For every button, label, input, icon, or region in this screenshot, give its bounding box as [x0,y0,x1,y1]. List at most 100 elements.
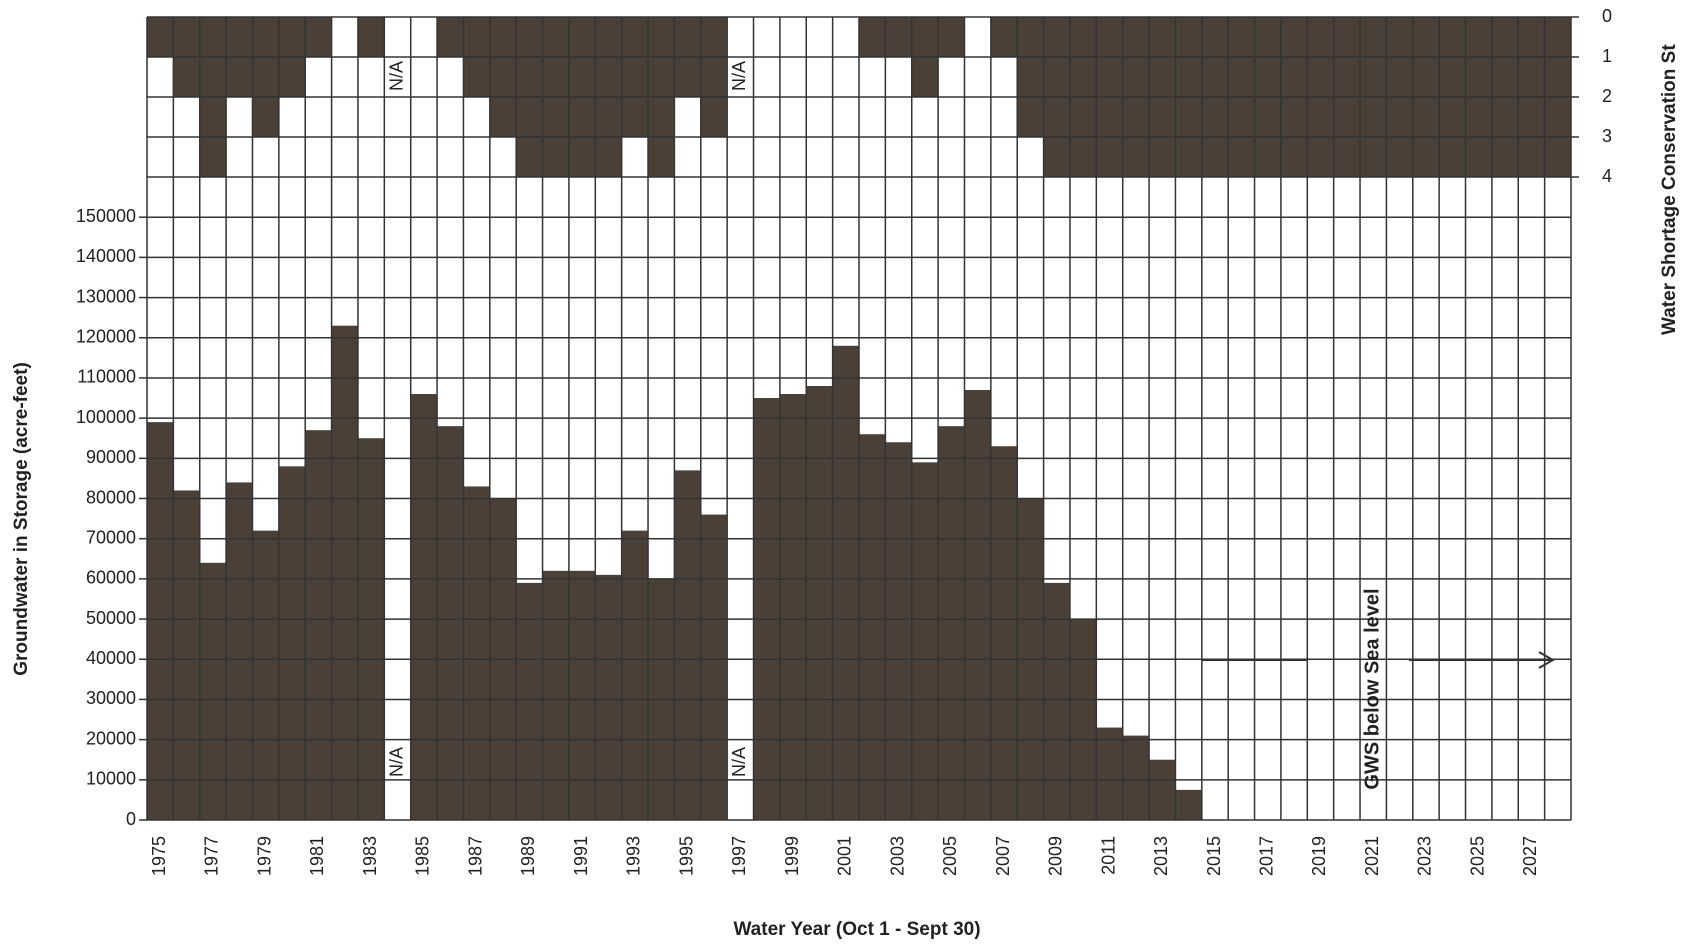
x-tick-label: 2007 [993,836,1013,876]
x-tick-label: 2011 [1098,836,1118,875]
x-tick-label: 2009 [1046,836,1066,876]
x-tick-label: 2017 [1256,836,1276,876]
y-tick-label: 70000 [86,527,136,547]
arrow-head [1538,651,1556,669]
bar [410,394,438,820]
x-tick-label: 1993 [624,836,644,876]
annotation: N/A [386,61,406,91]
y-tick-label: 90000 [86,447,136,467]
y-tick-label: 50000 [86,608,136,628]
bar [252,530,279,820]
bar [885,442,912,820]
y2-tick-label: 2 [1602,86,1612,106]
y-axis-title: Groundwater in Storage (acre-feet) [11,362,32,676]
bar [621,530,649,820]
y-tick-label: 10000 [86,769,136,789]
x-tick-label: 1981 [307,836,327,876]
stage-bar [621,17,649,137]
x-tick-label: 1985 [413,836,433,876]
stage-bar [147,17,174,57]
bar [806,385,833,820]
y-tick-label: 40000 [86,648,136,668]
x-tick-label: 2019 [1309,836,1329,876]
x-axis-title: Water Year (Oct 1 - Sept 30) [733,919,980,940]
x-tick-label: 1991 [571,836,591,876]
x-tick-label: 2015 [1204,836,1224,876]
bar [278,466,306,820]
y-tick-label: 120000 [76,327,136,347]
bar [990,446,1018,820]
x-tick-label: 1983 [360,836,380,876]
x-tick-label: 2003 [887,836,907,876]
bar [542,570,569,820]
bar [1096,727,1123,820]
stage-bar [437,17,464,57]
bar [568,570,596,820]
x-tick-label: 2013 [1151,836,1171,876]
y2-tick-label: 1 [1602,46,1612,66]
y2-tick-label: 3 [1602,126,1612,146]
x-tick-label: 2023 [1415,836,1435,876]
x-tick-label: 1987 [465,836,485,876]
bar [938,426,965,820]
y-tick-label: 0 [126,809,136,829]
y-tick-label: 20000 [86,728,136,748]
x-tick-label: 1999 [782,836,802,876]
y2-tick-label: 4 [1602,166,1612,186]
stage-bar [489,17,517,137]
x-tick-label: 1979 [254,836,274,876]
stage-bar [990,17,1018,57]
stage-bar [357,17,385,57]
bar [437,426,464,820]
x-tick-label: 1997 [729,836,749,876]
bar [1069,619,1097,820]
y-tick-label: 60000 [86,568,136,588]
stage-bar [859,17,886,57]
bar [199,562,227,820]
x-tick-label: 1995 [676,836,696,876]
x-tick-label: 1975 [149,836,169,876]
stage-bar [1017,17,1044,137]
annotation: N/A [729,747,749,777]
bar [964,389,991,820]
y-tick-label: 30000 [86,688,136,708]
x-tick-label: 2025 [1467,836,1487,876]
stage-bar [885,17,912,57]
stage-bar [938,17,965,57]
x-tick-label: 2021 [1362,836,1382,876]
y-tick-label: 140000 [76,246,136,266]
bar [1149,759,1176,820]
bar [305,430,332,820]
y-tick-label: 130000 [76,286,136,306]
x-tick-label: 2027 [1520,836,1540,876]
bar [357,438,385,820]
bar [911,462,939,820]
bar [147,422,174,820]
bar [595,574,622,820]
stage-bar [305,17,332,57]
y-tick-label: 100000 [76,407,136,427]
y-tick-label: 80000 [86,487,136,507]
bar [832,345,859,820]
bar [859,434,886,820]
y-tick-label: 150000 [76,206,136,226]
bar [779,394,807,820]
bar [463,486,490,820]
bar [1122,735,1150,820]
stage-bar [700,17,728,137]
annotation: N/A [729,61,749,91]
bar [753,398,780,820]
stage-bar [252,17,279,137]
x-tick-label: 2001 [835,836,855,876]
bar [674,470,701,820]
bar [226,482,253,820]
x-tick-label: 2005 [940,836,960,876]
annotation: GWS below Sea level [1361,588,1383,789]
x-tick-label: 1977 [202,836,222,876]
bar [173,490,200,820]
x-tick-label: 1989 [518,836,538,876]
y2-tick-label: 0 [1602,6,1612,26]
bar [700,514,728,820]
